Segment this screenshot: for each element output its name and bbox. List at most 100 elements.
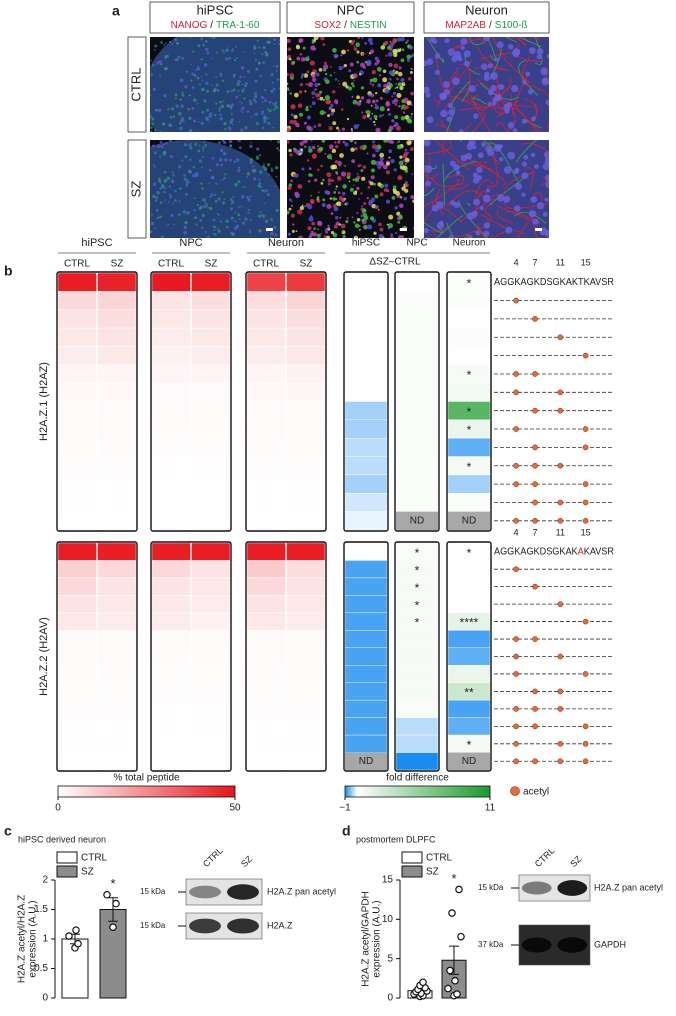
cell — [299, 141, 304, 146]
cell — [329, 197, 332, 200]
nucleus — [536, 48, 544, 55]
cell — [164, 187, 166, 190]
heat-cell — [191, 699, 231, 718]
block-outline — [394, 271, 440, 532]
cell — [222, 151, 227, 156]
fold-cell — [447, 309, 491, 329]
cell — [208, 195, 211, 198]
legend-swatch — [510, 786, 520, 796]
fold-cell — [344, 272, 388, 292]
cell — [364, 41, 368, 45]
micrograph — [287, 37, 414, 132]
acetyl-site — [532, 444, 538, 451]
heat-cell — [151, 717, 191, 736]
cell — [386, 161, 390, 166]
cell — [220, 104, 225, 108]
fold-cell — [395, 272, 439, 292]
cell — [202, 156, 205, 158]
cell — [160, 144, 164, 149]
cell — [150, 126, 153, 129]
nucleus — [473, 198, 481, 206]
nucleus — [426, 116, 434, 123]
cell — [304, 90, 307, 93]
cell — [219, 113, 222, 117]
cell — [354, 103, 357, 106]
cell — [152, 144, 155, 148]
cell — [272, 87, 276, 91]
stain-name: MAP2AB — [445, 20, 486, 31]
significance: * — [467, 368, 472, 382]
cell — [350, 147, 355, 152]
heat-cell — [246, 752, 286, 771]
cell — [238, 146, 242, 150]
nucleus — [488, 89, 494, 96]
fold-cell — [344, 647, 388, 666]
cell — [256, 40, 259, 43]
cell — [268, 109, 272, 113]
cell — [332, 197, 336, 201]
cell — [289, 120, 294, 124]
cell — [335, 188, 338, 191]
cell — [289, 153, 293, 157]
cell — [188, 170, 193, 174]
cell — [155, 196, 159, 200]
cell — [196, 102, 199, 105]
neurite — [497, 91, 531, 107]
cell — [273, 37, 277, 41]
heat-cell — [191, 630, 231, 648]
cell — [395, 231, 398, 235]
cell — [223, 198, 226, 200]
cell — [167, 223, 170, 226]
neurite — [447, 183, 470, 190]
cell — [307, 226, 312, 231]
sequence-part: AGGKAGKDSGKAKTKAVSR — [494, 277, 614, 288]
cell — [232, 88, 236, 92]
cell — [301, 73, 305, 77]
fold-cell — [344, 456, 388, 476]
cell — [197, 149, 201, 153]
acetyl-site — [513, 481, 519, 487]
cell — [326, 172, 332, 178]
neurite — [517, 37, 541, 48]
cell — [406, 54, 412, 60]
cell — [366, 113, 371, 118]
heat-cell — [97, 612, 137, 631]
sequence-part: KAVSR — [584, 546, 614, 557]
cell — [350, 82, 354, 86]
acetyl-site — [513, 671, 519, 677]
cell — [398, 140, 401, 143]
cell — [375, 127, 381, 132]
cell — [320, 37, 325, 41]
cell — [223, 121, 227, 126]
cell — [274, 105, 279, 109]
cell — [371, 93, 375, 98]
cell — [304, 205, 307, 208]
acetyl-site — [582, 426, 589, 432]
neurite — [524, 102, 538, 124]
cell — [358, 73, 362, 76]
nucleus — [440, 93, 447, 100]
cell — [204, 230, 207, 233]
cell — [315, 72, 320, 77]
cell — [307, 55, 310, 59]
data-point — [65, 932, 73, 940]
cell — [366, 152, 369, 155]
cell — [374, 205, 379, 210]
cell — [336, 167, 339, 170]
cell — [356, 173, 359, 176]
cell — [379, 227, 384, 232]
fold-cell — [395, 382, 439, 402]
cell — [370, 104, 373, 107]
fold-cell — [395, 327, 439, 347]
cell — [215, 76, 218, 79]
cell — [152, 194, 156, 198]
cell — [261, 113, 264, 116]
cell — [249, 158, 254, 162]
heat-cell — [97, 734, 137, 753]
cell — [259, 170, 263, 174]
heat-cell — [246, 542, 286, 561]
cell — [204, 40, 208, 43]
nucleus — [472, 172, 479, 178]
cell — [369, 117, 373, 121]
cell — [406, 39, 409, 42]
